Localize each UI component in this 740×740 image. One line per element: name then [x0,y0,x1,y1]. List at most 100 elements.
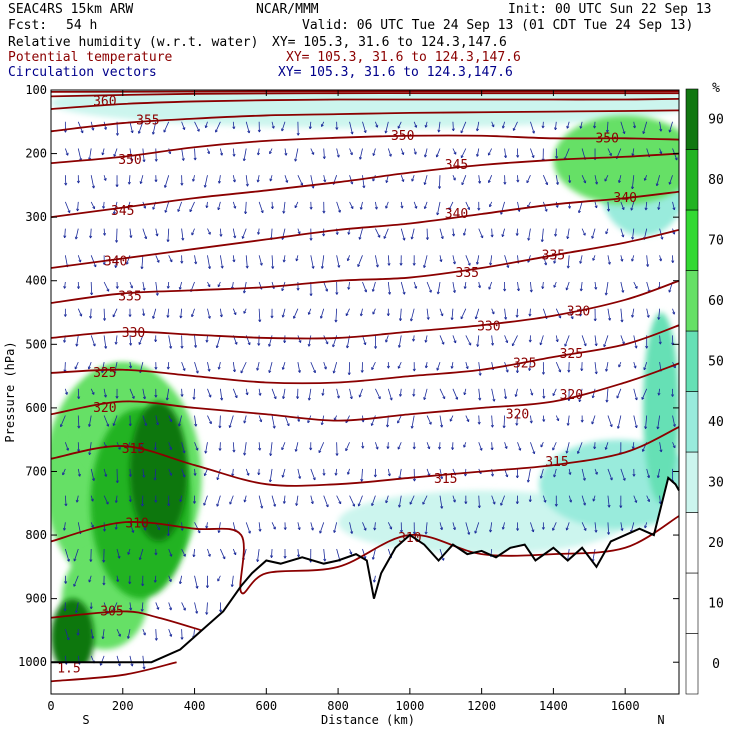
circulation-vector [308,121,312,130]
circulation-vector [413,281,418,289]
circulation-vector [192,548,196,558]
circulation-vector [217,201,221,211]
circulation-vector [517,442,522,451]
circulation-vector [604,175,609,182]
circulation-vectors [59,121,678,670]
circulation-vector [64,201,71,214]
circulation-vector [103,281,110,292]
circulation-vector [633,281,638,289]
circulation-vector [528,495,532,503]
circulation-vector [232,388,238,399]
circulation-vector [423,175,428,185]
theta-contour-310 [51,515,679,595]
circulation-vector [371,495,376,507]
circulation-vector [515,228,519,236]
circulation-vector [62,522,66,531]
circulation-vector [241,228,247,239]
circulation-vector [295,255,299,262]
circulation-vector [323,175,327,183]
circulation-vector [385,335,389,343]
circulation-vector [656,468,661,479]
circulation-vector [115,468,119,484]
circulation-vector [114,335,118,345]
circulation-vector [646,495,651,502]
circulation-vector [633,388,638,401]
circulation-vector [541,522,545,530]
circulation-vector [231,468,235,477]
circulation-vector [490,228,494,238]
circulation-vector [633,362,637,369]
circulation-vector [659,442,663,453]
circulation-vector [591,415,596,425]
x-tick-label: 200 [112,699,134,713]
circulation-vector [516,175,520,183]
circulation-vector [190,308,195,318]
contour-label: 330 [567,304,590,319]
circulation-vector [77,468,81,477]
circulation-vector [155,255,160,263]
circulation-vector [307,335,312,347]
circulation-vector [670,388,675,397]
circulation-vector [63,121,67,133]
circulation-vector [191,228,195,236]
circulation-vector [219,228,223,237]
circulation-vector [439,308,444,317]
circulation-vector [620,255,624,262]
circulation-vector [232,548,237,556]
circulation-vector [283,549,287,559]
circulation-vector [166,362,170,370]
circulation-vector [216,495,221,507]
circulation-vector [59,415,66,428]
circulation-vector [554,121,558,131]
circulation-vector [258,388,262,396]
circulation-vector [397,415,402,424]
circulation-vector [113,362,118,374]
circulation-vector [154,335,158,343]
theta-contour-320 [51,362,679,422]
circulation-vector [142,468,146,478]
circulation-vector [127,548,131,555]
circulation-vector [336,255,341,268]
circulation-vector [594,335,598,347]
circulation-vector [452,175,456,181]
circulation-vector [310,495,314,505]
x-axis-title: Distance (km) [321,713,415,727]
circulation-vector [540,442,544,448]
circulation-vector [657,388,661,396]
circulation-vector [478,281,482,289]
circulation-vector [618,361,622,368]
circulation-vector [166,308,170,318]
circulation-vector [168,468,173,476]
colorbar-label: 40 [708,415,724,430]
circulation-vector [310,148,315,155]
circulation-vector [371,281,376,292]
circulation-vector [464,495,468,504]
circulation-vector [218,442,222,451]
circulation-vector [232,148,236,157]
circulation-vector [411,175,415,182]
circulation-vector [487,175,493,183]
axes: 100 200 300 400 500 600 700 800 900 1000 0 200 400 60… [18,83,679,713]
circulation-vector [617,175,622,183]
circulation-vector [232,308,237,316]
circulation-vector [514,388,518,397]
circulation-vector [477,415,481,425]
circulation-vector [633,415,638,429]
circulation-vector [607,495,611,508]
circulation-vector [271,415,276,429]
circulation-vector [140,255,144,270]
circulation-vector [541,362,545,375]
circulation-vector [294,201,299,209]
circulation-vector [268,362,273,373]
circulation-vector [555,335,559,343]
circulation-vector [374,335,378,349]
circulation-vector [439,335,445,345]
circulation-vector [592,255,596,261]
circulation-vector [358,388,363,398]
circulation-vector [88,442,92,456]
circulation-vector [515,308,519,318]
circulation-vector [646,255,650,267]
circulation-vector [194,335,198,348]
circulation-vector [207,281,211,288]
